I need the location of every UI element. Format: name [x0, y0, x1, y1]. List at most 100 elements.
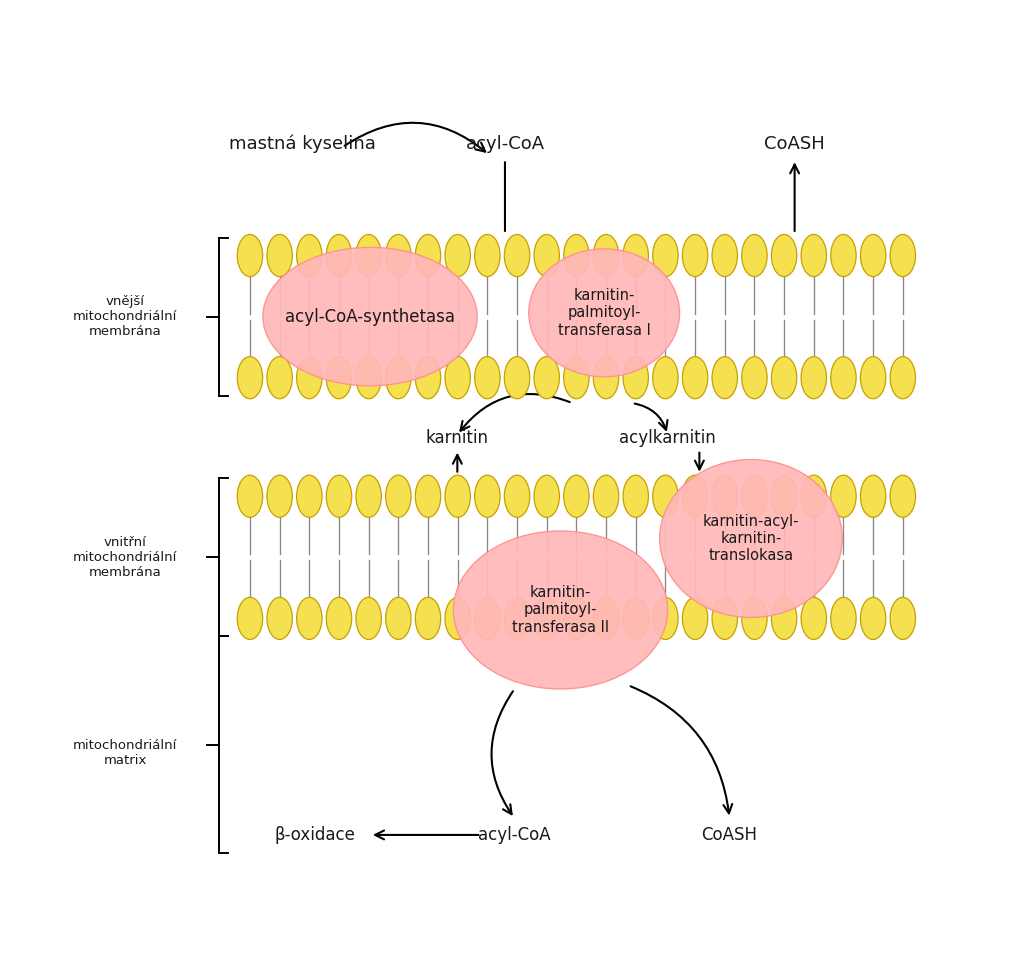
Ellipse shape	[327, 357, 351, 399]
Text: CoASH: CoASH	[764, 135, 825, 152]
Ellipse shape	[534, 357, 559, 399]
Text: acyl-CoA: acyl-CoA	[478, 826, 551, 844]
Ellipse shape	[830, 357, 856, 399]
Ellipse shape	[712, 597, 737, 640]
Ellipse shape	[238, 597, 263, 640]
Ellipse shape	[238, 234, 263, 276]
Text: mitochondriální
matrix: mitochondriální matrix	[73, 739, 177, 767]
Ellipse shape	[801, 357, 826, 399]
Ellipse shape	[652, 234, 678, 276]
Ellipse shape	[475, 475, 500, 517]
Ellipse shape	[327, 475, 351, 517]
Ellipse shape	[563, 234, 589, 276]
Ellipse shape	[356, 597, 381, 640]
Ellipse shape	[297, 475, 322, 517]
Ellipse shape	[534, 475, 559, 517]
Ellipse shape	[741, 475, 767, 517]
Ellipse shape	[267, 357, 292, 399]
Ellipse shape	[771, 597, 797, 640]
Ellipse shape	[682, 357, 708, 399]
Ellipse shape	[505, 357, 529, 399]
Ellipse shape	[563, 357, 589, 399]
Ellipse shape	[297, 597, 322, 640]
Ellipse shape	[563, 597, 589, 640]
Text: karnitin-
palmitoyl-
transferasa I: karnitin- palmitoyl- transferasa I	[558, 288, 650, 338]
Ellipse shape	[267, 475, 292, 517]
Ellipse shape	[475, 357, 500, 399]
Ellipse shape	[801, 234, 826, 276]
Ellipse shape	[297, 357, 322, 399]
Ellipse shape	[238, 357, 263, 399]
Ellipse shape	[771, 234, 797, 276]
Ellipse shape	[652, 597, 678, 640]
Ellipse shape	[534, 597, 559, 640]
Ellipse shape	[356, 475, 381, 517]
Ellipse shape	[593, 234, 618, 276]
Text: acyl-CoA: acyl-CoA	[465, 135, 545, 152]
Ellipse shape	[416, 475, 440, 517]
Ellipse shape	[890, 234, 915, 276]
Ellipse shape	[386, 597, 411, 640]
Ellipse shape	[416, 597, 440, 640]
Ellipse shape	[445, 475, 470, 517]
Ellipse shape	[356, 357, 381, 399]
Ellipse shape	[445, 597, 470, 640]
Ellipse shape	[741, 357, 767, 399]
Ellipse shape	[712, 234, 737, 276]
Ellipse shape	[475, 234, 500, 276]
Ellipse shape	[416, 357, 440, 399]
Ellipse shape	[238, 475, 263, 517]
Text: karnitin-acyl-
karnitin-
translokasa: karnitin-acyl- karnitin- translokasa	[702, 514, 799, 564]
Ellipse shape	[505, 475, 529, 517]
Ellipse shape	[386, 475, 411, 517]
Ellipse shape	[563, 475, 589, 517]
Ellipse shape	[327, 234, 351, 276]
Ellipse shape	[771, 475, 797, 517]
Ellipse shape	[445, 357, 470, 399]
Text: acylkarnitin: acylkarnitin	[620, 429, 716, 446]
Ellipse shape	[890, 357, 915, 399]
Ellipse shape	[297, 234, 322, 276]
Ellipse shape	[534, 234, 559, 276]
Ellipse shape	[593, 597, 618, 640]
Ellipse shape	[830, 597, 856, 640]
Ellipse shape	[860, 597, 886, 640]
Ellipse shape	[830, 475, 856, 517]
Ellipse shape	[801, 597, 826, 640]
Ellipse shape	[860, 357, 886, 399]
Ellipse shape	[623, 597, 648, 640]
Ellipse shape	[652, 475, 678, 517]
Text: karnitin: karnitin	[426, 429, 488, 446]
Ellipse shape	[682, 597, 708, 640]
Ellipse shape	[652, 357, 678, 399]
Text: vnější
mitochondriální
membrána: vnější mitochondriální membrána	[73, 295, 177, 338]
Ellipse shape	[475, 597, 500, 640]
Ellipse shape	[623, 357, 648, 399]
Ellipse shape	[682, 475, 708, 517]
Ellipse shape	[659, 459, 842, 617]
Ellipse shape	[505, 597, 529, 640]
Ellipse shape	[860, 475, 886, 517]
Text: mastná kyselina: mastná kyselina	[229, 134, 376, 152]
Bar	[236, 237, 918, 396]
Ellipse shape	[682, 234, 708, 276]
Text: karnitin-
palmitoyl-
transferasa II: karnitin- palmitoyl- transferasa II	[512, 585, 609, 635]
Ellipse shape	[445, 234, 470, 276]
Text: vnitřní
mitochondriální
membrána: vnitřní mitochondriální membrána	[73, 535, 177, 578]
Ellipse shape	[712, 357, 737, 399]
Ellipse shape	[771, 357, 797, 399]
Ellipse shape	[860, 234, 886, 276]
Ellipse shape	[593, 475, 618, 517]
Ellipse shape	[386, 357, 411, 399]
Ellipse shape	[830, 234, 856, 276]
Ellipse shape	[267, 234, 292, 276]
Ellipse shape	[263, 247, 477, 386]
Ellipse shape	[593, 357, 618, 399]
Ellipse shape	[623, 475, 648, 517]
Ellipse shape	[528, 249, 680, 377]
Text: CoASH: CoASH	[701, 826, 758, 844]
Ellipse shape	[890, 597, 915, 640]
Ellipse shape	[801, 475, 826, 517]
Ellipse shape	[890, 475, 915, 517]
Ellipse shape	[386, 234, 411, 276]
